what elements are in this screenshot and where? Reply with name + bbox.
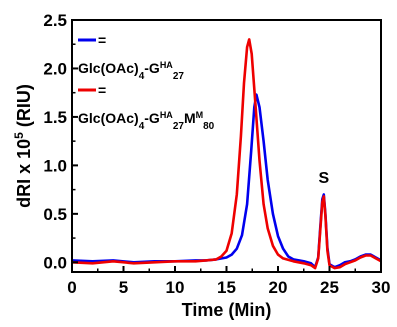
- x-tick-label: 5: [119, 278, 128, 297]
- axes: 0 5 10 15 20 25 30 0.0 0.5 1.0 1.5 2.0 2.5 Time (Min)…: [12, 11, 390, 320]
- x-tick-label: 30: [372, 278, 391, 297]
- legend-marker-1: =: [98, 32, 106, 48]
- annotations: S: [318, 170, 329, 187]
- legend-marker-2: =: [98, 82, 106, 98]
- x-tick-label: 15: [217, 278, 236, 297]
- x-tick-label: 25: [320, 278, 339, 297]
- peak-annotation: S: [318, 170, 329, 187]
- legend: =Glc(OAc)4-GHA27=Glc(OAc)4-GHA27MM80: [78, 32, 215, 132]
- y-tick-label: 0.5: [43, 205, 67, 224]
- x-tick-label: 10: [166, 278, 185, 297]
- y-tick-label: 1.5: [43, 108, 67, 127]
- legend-label-2: Glc(OAc)4-GHA27MM80: [78, 110, 215, 132]
- series-line-2: [71, 38, 382, 270]
- series-lines: [71, 38, 382, 270]
- y-tick-label: 2.5: [43, 11, 67, 30]
- x-tick-label: 20: [269, 278, 288, 297]
- plot-frame: [71, 19, 382, 273]
- y-tick-label: 0.0: [43, 253, 67, 272]
- y-axis-title: dRI x 105 (RIU): [12, 84, 34, 208]
- y-tick-label: 1.0: [43, 156, 67, 175]
- x-tick-label: 0: [67, 278, 76, 297]
- y-tick-label: 2.0: [43, 59, 67, 78]
- x-axis-title: Time (Min): [182, 300, 272, 320]
- legend-label-1: Glc(OAc)4-GHA27: [78, 60, 184, 82]
